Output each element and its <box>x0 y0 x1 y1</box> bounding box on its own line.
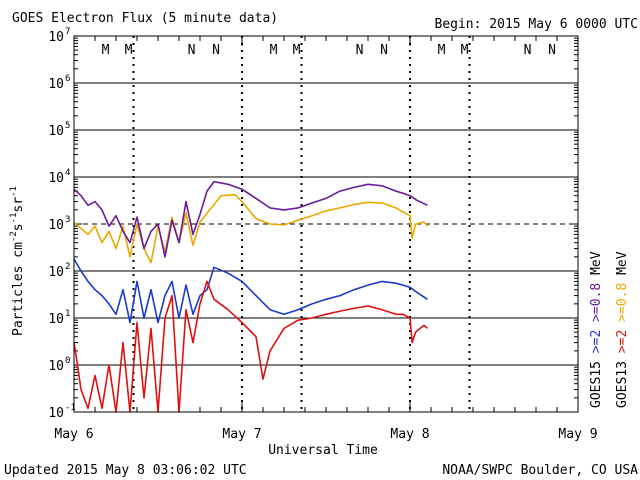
marker-3: N <box>212 43 220 58</box>
marker-8: M <box>438 43 446 58</box>
y-tick-exp-2: 1 <box>65 309 70 319</box>
y-tick-exp-5: 4 <box>65 168 70 178</box>
y-tick-base-6: 10 <box>48 124 64 139</box>
y-tick-label-6: 10 <box>48 124 64 139</box>
marker-4: M <box>270 43 278 58</box>
y-tick-exp-8: 7 <box>65 27 70 37</box>
x-tick-label-3: May 9 <box>558 427 597 442</box>
legend-sat-0: GOES15 <box>589 361 604 408</box>
x-tick-label-1: May 7 <box>222 427 261 442</box>
y-tick-base-5: 10 <box>48 171 64 186</box>
series-line-2 <box>73 258 428 324</box>
y-axis-label-exp2: -1 <box>9 213 19 224</box>
marker-11: N <box>548 43 556 58</box>
marker-0: M <box>102 43 110 58</box>
legend-unit-1: MeV <box>615 251 630 275</box>
y-tick-label-4: 10 <box>48 218 64 233</box>
legend-unit-0: MeV <box>589 251 604 275</box>
y-tick-label-7: 10 <box>48 77 64 92</box>
y-tick-exp-6: 5 <box>65 121 70 131</box>
legend-gap-c-0 <box>589 275 604 283</box>
y-axis-label: Particles cm-2s-1sr-1 <box>9 186 26 336</box>
y-tick-base-4: 10 <box>48 218 64 233</box>
legend-high-0: >=0.8 <box>589 283 604 322</box>
legend-column-0: GOES15 >=2 >=0.8 MeV <box>589 251 604 408</box>
series-line-0 <box>73 193 429 264</box>
y-tick-base-7: 10 <box>48 77 64 92</box>
legend-gap-b-0 <box>589 322 604 330</box>
marker-1: M <box>125 43 133 58</box>
credit-label: NOAA/SWPC Boulder, CO USA <box>442 463 638 478</box>
plot-frame <box>73 35 579 413</box>
y-tick-label-2: 10 <box>48 312 64 327</box>
marker-2: N <box>188 43 196 58</box>
series-line-3 <box>73 280 429 413</box>
y-axis-label-exp3: -1 <box>9 186 19 197</box>
y-axis-label-exp1: -2 <box>9 231 19 242</box>
y-axis-label-mid1: s <box>11 223 26 231</box>
updated-label: Updated 2015 May 8 03:06:02 UTC <box>4 463 247 478</box>
y-tick-base-0: 10 <box>48 406 64 421</box>
marker-10: N <box>524 43 532 58</box>
y-tick-base-2: 10 <box>48 312 64 327</box>
marker-6: N <box>356 43 364 58</box>
legend-gap-a-1 <box>615 353 630 361</box>
y-tick-base-3: 10 <box>48 265 64 280</box>
legend-gap-b-1 <box>615 322 630 330</box>
y-axis-label-mid2: sr <box>11 197 26 213</box>
chart-title: GOES Electron Flux (5 minute data) <box>12 11 278 26</box>
x-tick-label-0: May 6 <box>54 427 93 442</box>
x-axis-label: Universal Time <box>268 443 378 458</box>
y-tick-exp-7: 6 <box>65 74 70 84</box>
marker-7: N <box>380 43 388 58</box>
marker-9: M <box>461 43 469 58</box>
legend-sat-1: GOES13 <box>615 361 630 408</box>
y-tick-label-3: 10 <box>48 265 64 280</box>
y-tick-base-1: 10 <box>48 359 64 374</box>
y-tick-exp-1: 0 <box>65 356 70 366</box>
marker-5: M <box>293 43 301 58</box>
y-tick-label-0: 10 <box>48 406 64 421</box>
y-tick-base-8: 10 <box>48 30 64 45</box>
y-tick-exp-0: -1 <box>65 403 76 413</box>
legend-gap-a-0 <box>589 353 604 361</box>
legend-low-0: >=2 <box>589 330 604 353</box>
y-tick-label-1: 10 <box>48 359 64 374</box>
legend-low-1: >=2 <box>615 330 630 353</box>
legend-gap-c-1 <box>615 275 630 283</box>
y-tick-label-8: 10 <box>48 30 64 45</box>
y-tick-exp-4: 3 <box>65 215 70 225</box>
y-axis-label-main: Particles cm <box>11 242 26 336</box>
y-tick-exp-3: 2 <box>65 262 70 272</box>
series-line-1 <box>73 180 428 258</box>
legend-high-1: >=0.8 <box>615 283 630 322</box>
begin-label: Begin: 2015 May 6 0000 UTC <box>435 17 639 32</box>
x-tick-label-2: May 8 <box>390 427 429 442</box>
legend-column-1: GOES13 >=2 >=0.8 MeV <box>615 251 630 408</box>
y-tick-label-5: 10 <box>48 171 64 186</box>
